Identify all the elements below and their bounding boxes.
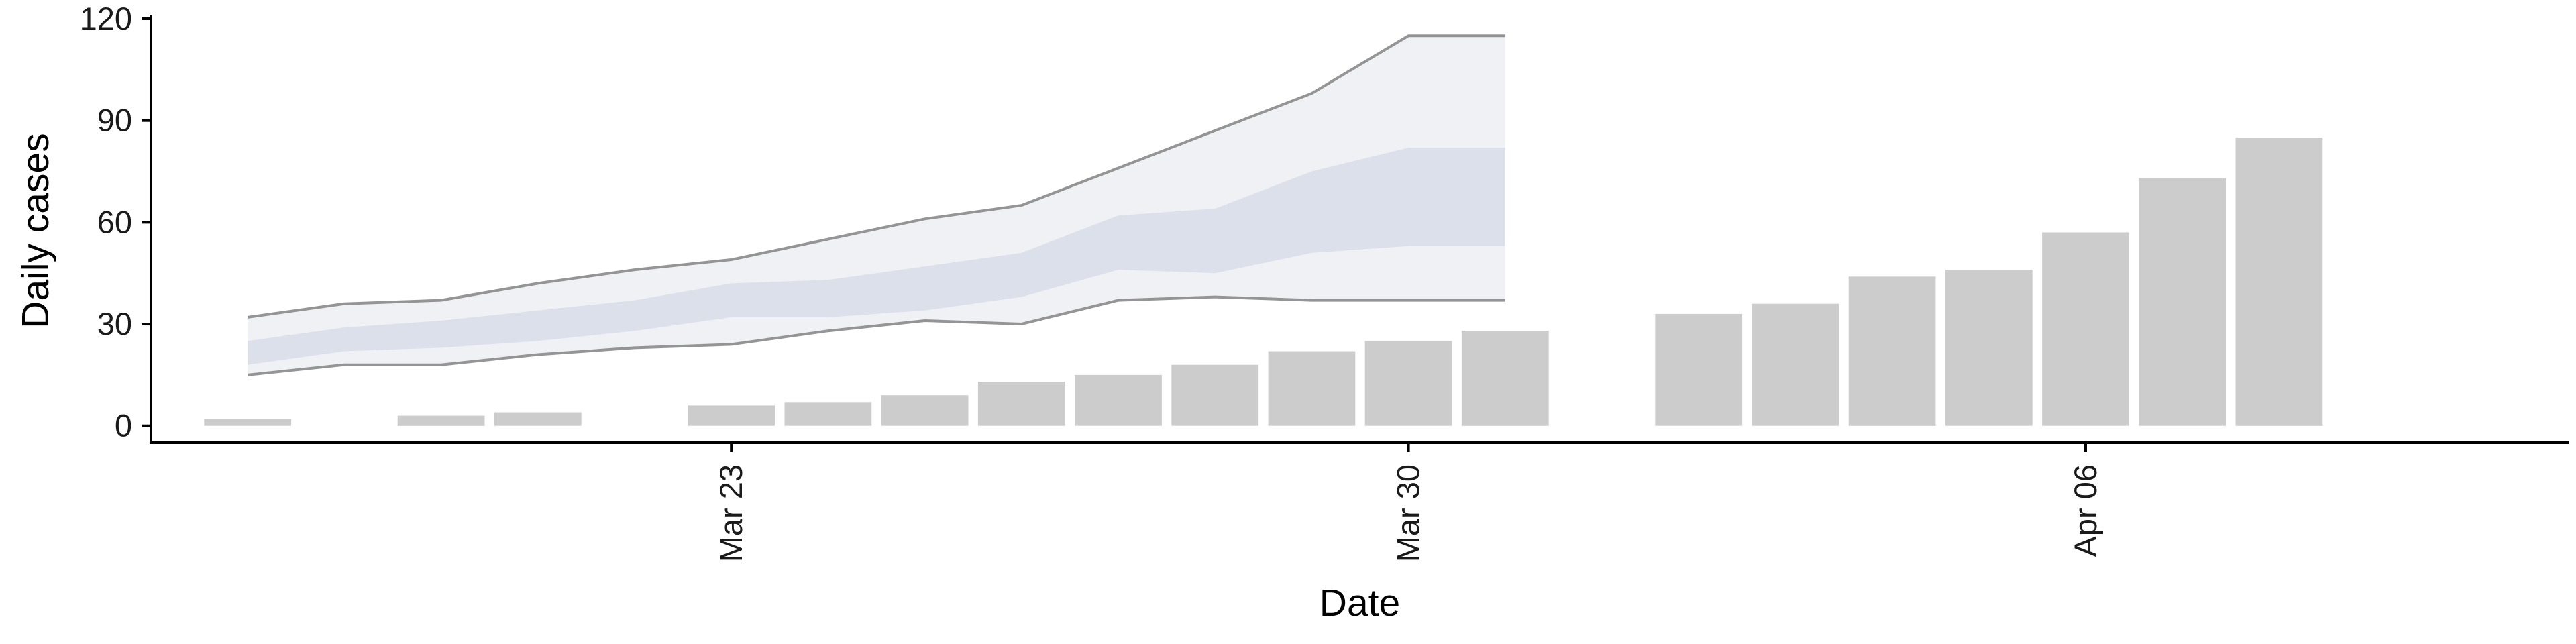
y-tick-label: 0 bbox=[115, 408, 132, 443]
bar bbox=[1075, 374, 1162, 426]
bar-layer bbox=[204, 138, 2323, 426]
y-axis-title: Daily cases bbox=[14, 133, 57, 328]
bar bbox=[1268, 351, 1356, 426]
bar bbox=[1171, 364, 1259, 426]
bar bbox=[977, 382, 1065, 426]
bar bbox=[1848, 276, 1936, 426]
y-tick-label: 120 bbox=[80, 1, 132, 36]
x-tick-label: Apr 06 bbox=[2068, 464, 2103, 557]
upper-bound-line bbox=[247, 34, 1505, 319]
bar bbox=[784, 402, 872, 426]
x-tick-label: Mar 30 bbox=[1391, 464, 1426, 562]
bar bbox=[2139, 178, 2226, 426]
y-tick-label: 90 bbox=[97, 103, 132, 138]
axis-layer: 0 30 60 90 120 Mar 23 Mar 30 Apr 06 bbox=[80, 1, 2569, 562]
bar bbox=[1752, 303, 1839, 426]
bar bbox=[881, 395, 969, 426]
y-tick-label: 60 bbox=[97, 204, 132, 239]
bar bbox=[2235, 138, 2323, 426]
bar bbox=[1364, 341, 1452, 426]
bar bbox=[1945, 270, 2033, 426]
bar bbox=[2042, 232, 2129, 426]
lower-bound-line bbox=[247, 295, 1505, 376]
x-tick-label: Mar 23 bbox=[713, 464, 749, 562]
ci50-band bbox=[248, 148, 1505, 365]
ci90-band bbox=[248, 36, 1505, 375]
bar bbox=[1655, 313, 1743, 426]
estimate-band-layer bbox=[247, 34, 1505, 376]
bar bbox=[494, 412, 582, 426]
bar bbox=[688, 405, 775, 426]
bar bbox=[397, 415, 485, 426]
bar bbox=[1461, 331, 1549, 426]
bar bbox=[204, 419, 292, 426]
y-tick-label: 30 bbox=[97, 306, 132, 341]
x-axis-title: Date bbox=[1320, 582, 1400, 625]
